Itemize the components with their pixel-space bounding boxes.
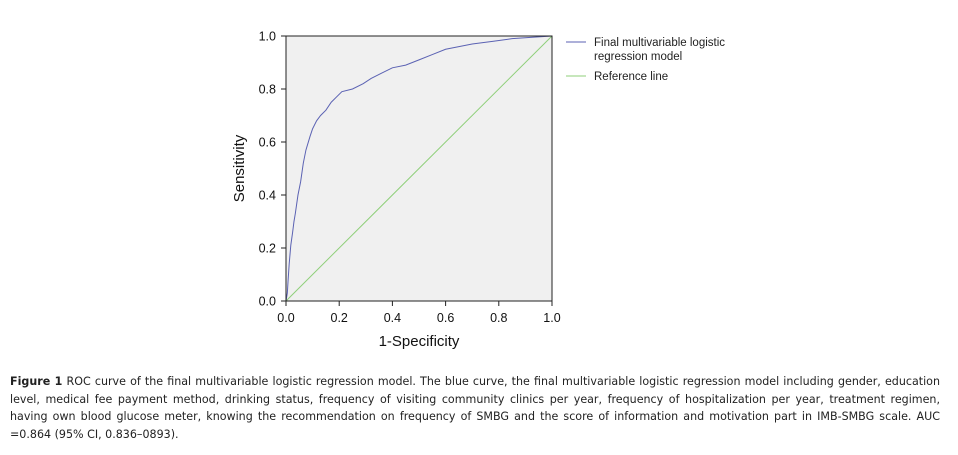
figure-label: Figure 1 — [10, 375, 63, 388]
legend: Final multivariable logistic regression … — [566, 37, 725, 83]
series-layer — [285, 35, 553, 302]
x-tick-label: 0.0 — [277, 311, 294, 325]
figure-caption: Figure 1 ROC curve of the final multivar… — [10, 373, 940, 443]
plot-frame — [285, 35, 553, 302]
y-tick-label: 1.0 — [259, 30, 276, 44]
caption-text: ROC curve of the final multivariable log… — [10, 375, 940, 441]
legend-label-model-line1: Final multivariable logistic — [594, 37, 725, 49]
x-tick-label: 0.4 — [384, 311, 401, 325]
x-axis-title: 1-Specificity — [379, 333, 460, 350]
y-tick-label: 0.4 — [259, 189, 276, 203]
y-tick-label: 0.8 — [259, 83, 276, 97]
y-tick-label: 0.6 — [259, 136, 276, 150]
y-axis-title: Sensitivity — [231, 134, 248, 202]
roc-curve-model — [285, 35, 553, 302]
y-tick-label: 0.2 — [259, 242, 276, 256]
x-tick-label: 0.8 — [490, 311, 507, 325]
legend-label-model-line2: regression model — [594, 51, 682, 63]
x-tick-label: 0.2 — [331, 311, 348, 325]
x-tick-label: 0.6 — [437, 311, 454, 325]
legend-label-reference: Reference line — [594, 71, 668, 83]
y-tick-label: 0.0 — [259, 295, 276, 309]
reference-line — [285, 35, 553, 302]
x-tick-label: 1.0 — [543, 311, 560, 325]
y-axis: 0.0 0.2 0.4 0.6 0.8 1.0 — [259, 30, 286, 309]
x-axis: 0.0 0.2 0.4 0.6 0.8 1.0 — [277, 301, 561, 325]
roc-chart: 0.0 0.2 0.4 0.6 0.8 1.0 0.0 0.2 0.4 0.6 0.8 1.0 1-… — [231, 30, 725, 351]
